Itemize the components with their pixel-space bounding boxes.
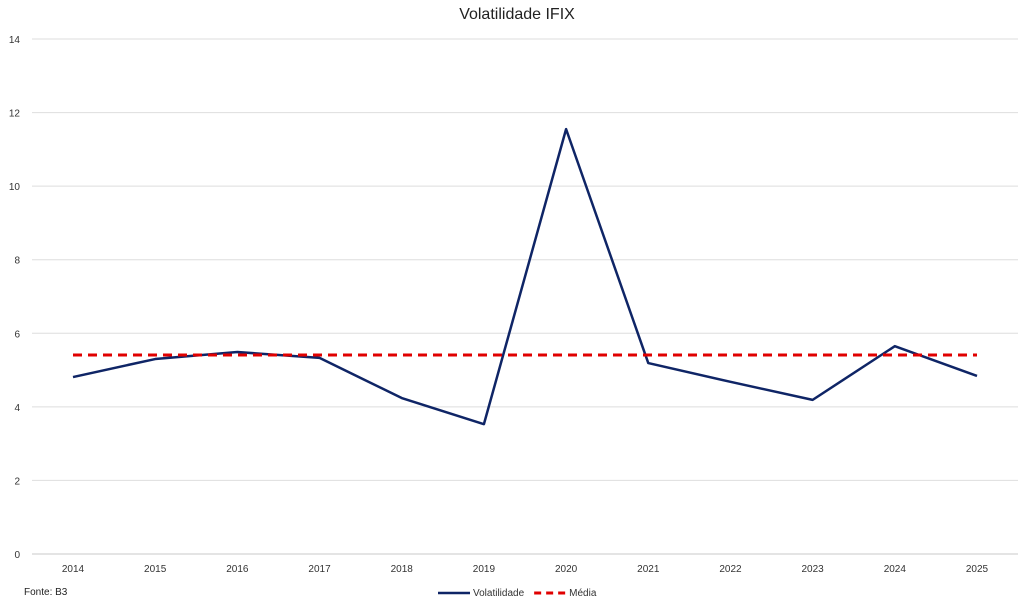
y-tick-label: 12 (9, 109, 21, 120)
x-tick-label: 2023 (802, 564, 825, 575)
y-tick-label: 6 (14, 329, 20, 340)
legend-label: Média (569, 588, 597, 599)
y-tick-label: 10 (9, 182, 21, 193)
x-tick-label: 2025 (966, 564, 989, 575)
y-tick-label: 8 (14, 256, 20, 267)
chart-title: Volatilidade IFIX (459, 6, 575, 23)
x-tick-label: 2024 (884, 564, 907, 575)
legend-label: Volatilidade (473, 588, 525, 599)
y-tick-label: 4 (14, 403, 20, 414)
x-tick-label: 2019 (473, 564, 496, 575)
x-tick-label: 2017 (308, 564, 331, 575)
y-tick-label: 0 (14, 550, 20, 561)
y-tick-label: 14 (9, 35, 21, 46)
x-tick-label: 2022 (719, 564, 742, 575)
x-tick-label: 2014 (62, 564, 85, 575)
x-tick-label: 2021 (637, 564, 660, 575)
source-note: Fonte: B3 (24, 587, 68, 598)
series-line-volatilidade (72, 127, 978, 426)
x-tick-label: 2016 (226, 564, 249, 575)
x-tick-label: 2020 (555, 564, 578, 575)
y-tick-label: 2 (14, 476, 20, 487)
x-tick-label: 2015 (144, 564, 167, 575)
x-tick-label: 2018 (391, 564, 414, 575)
